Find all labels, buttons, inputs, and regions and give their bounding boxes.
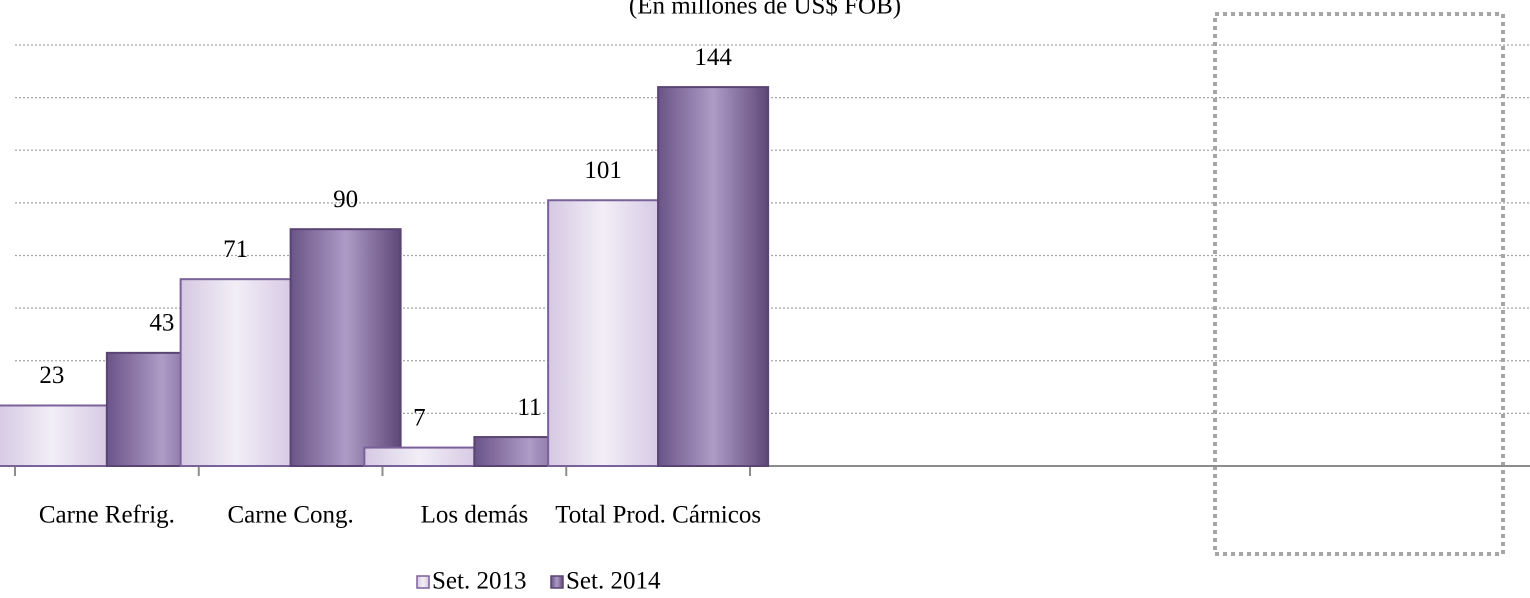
chart-subtitle: (En millones de US$ FOB) — [629, 0, 901, 20]
highlight-box — [1213, 12, 1505, 556]
value-label: 90 — [333, 186, 358, 213]
value-label: 11 — [517, 394, 541, 421]
bar — [179, 278, 292, 467]
value-label: 7 — [413, 404, 426, 431]
value-label: 144 — [694, 44, 732, 71]
x-tick-label: Los demás — [421, 502, 529, 529]
x-tick-label: Total Prod. Cárnicos — [555, 502, 761, 529]
bar — [289, 228, 402, 467]
value-label: 101 — [584, 157, 622, 184]
value-label: 43 — [149, 310, 174, 337]
legend-label: Set. 2013 — [432, 568, 526, 595]
x-tick-label: Carne Refrig. — [39, 502, 175, 529]
value-label: 71 — [223, 236, 248, 263]
legend-swatch — [416, 575, 430, 589]
legend-label: Set. 2014 — [566, 568, 661, 595]
x-tick-label: Carne Cong. — [227, 502, 353, 529]
bar — [547, 199, 660, 467]
bar — [0, 404, 108, 468]
legend-swatch — [550, 575, 564, 589]
bar — [363, 446, 476, 467]
value-label: 23 — [39, 362, 64, 389]
bar — [657, 86, 770, 467]
